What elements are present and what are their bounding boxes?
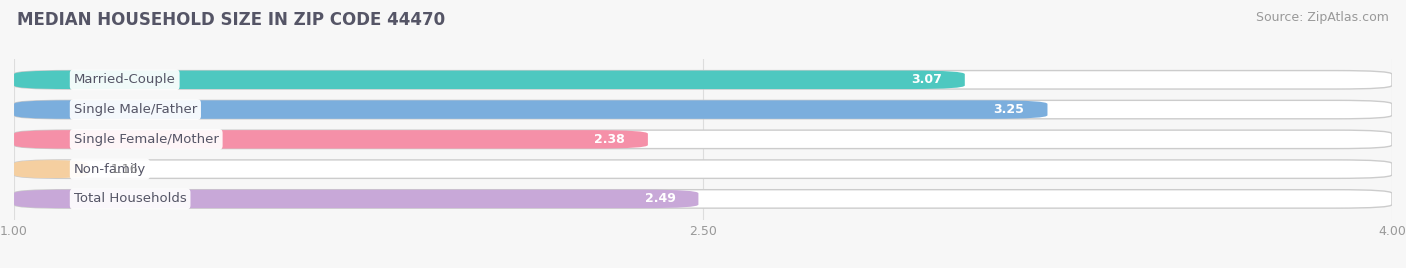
FancyBboxPatch shape	[14, 70, 1392, 89]
Text: Total Households: Total Households	[73, 192, 187, 205]
Text: Non-family: Non-family	[73, 163, 146, 176]
FancyBboxPatch shape	[14, 100, 1047, 119]
Text: Married-Couple: Married-Couple	[73, 73, 176, 86]
Text: 2.38: 2.38	[595, 133, 624, 146]
FancyBboxPatch shape	[14, 160, 87, 178]
FancyBboxPatch shape	[14, 130, 1392, 148]
Text: 1.16: 1.16	[111, 163, 138, 176]
FancyBboxPatch shape	[14, 160, 1392, 178]
Text: Single Male/Father: Single Male/Father	[73, 103, 197, 116]
FancyBboxPatch shape	[14, 100, 1392, 119]
FancyBboxPatch shape	[14, 190, 1392, 208]
Text: MEDIAN HOUSEHOLD SIZE IN ZIP CODE 44470: MEDIAN HOUSEHOLD SIZE IN ZIP CODE 44470	[17, 11, 444, 29]
FancyBboxPatch shape	[14, 130, 648, 148]
FancyBboxPatch shape	[14, 190, 699, 208]
Text: 2.49: 2.49	[644, 192, 675, 205]
Text: 3.07: 3.07	[911, 73, 942, 86]
Text: Source: ZipAtlas.com: Source: ZipAtlas.com	[1256, 11, 1389, 24]
Text: Single Female/Mother: Single Female/Mother	[73, 133, 219, 146]
Text: 3.25: 3.25	[994, 103, 1025, 116]
FancyBboxPatch shape	[14, 70, 965, 89]
